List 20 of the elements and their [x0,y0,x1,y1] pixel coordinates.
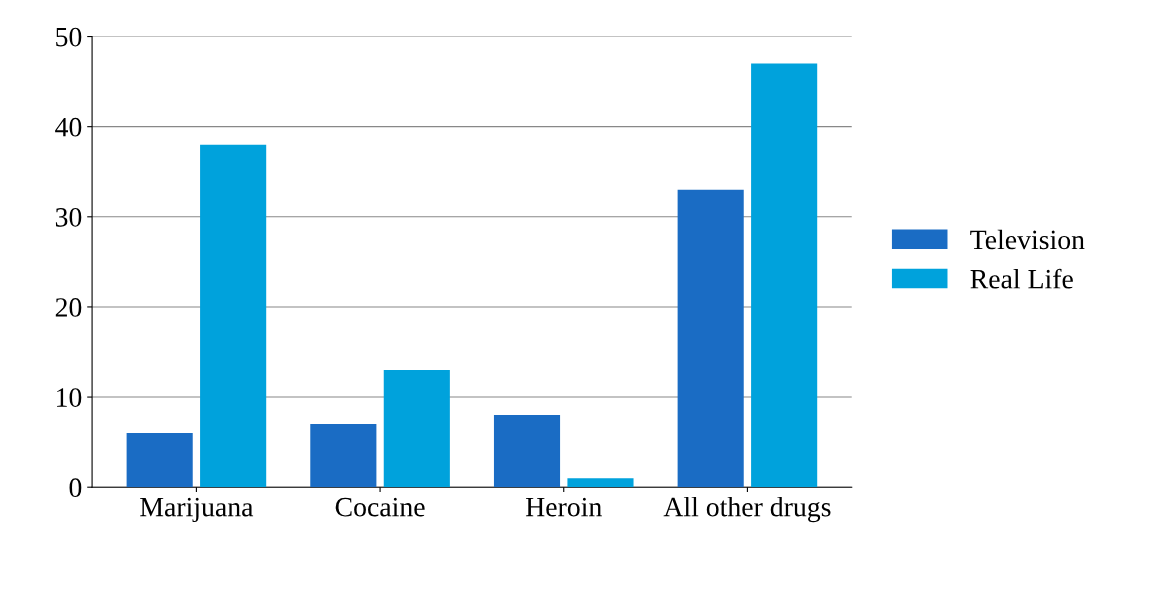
y-tick-label: 20 [55,298,82,317]
y-tick-label: 50 [56,27,82,47]
x-tick-label: All other drugs [663,496,831,523]
x-tick-label: Heroin [525,497,602,517]
x-tick-label: Cocaine [335,497,425,517]
bar [310,424,377,488]
bar [126,433,193,488]
bar [200,144,267,488]
bar [567,478,634,488]
y-tick-label: 30 [55,207,82,227]
bar [751,63,818,488]
x-tick-label: Marijuana [140,497,254,523]
bar [493,415,561,488]
bar [677,189,744,488]
y-tick-label: 10 [57,388,82,407]
legend-label: Real Life [970,268,1073,289]
legend-label: Television [970,229,1085,250]
y-tick-label: 40 [55,117,82,137]
bar [383,370,450,488]
y-tick-label: 0 [69,478,82,498]
